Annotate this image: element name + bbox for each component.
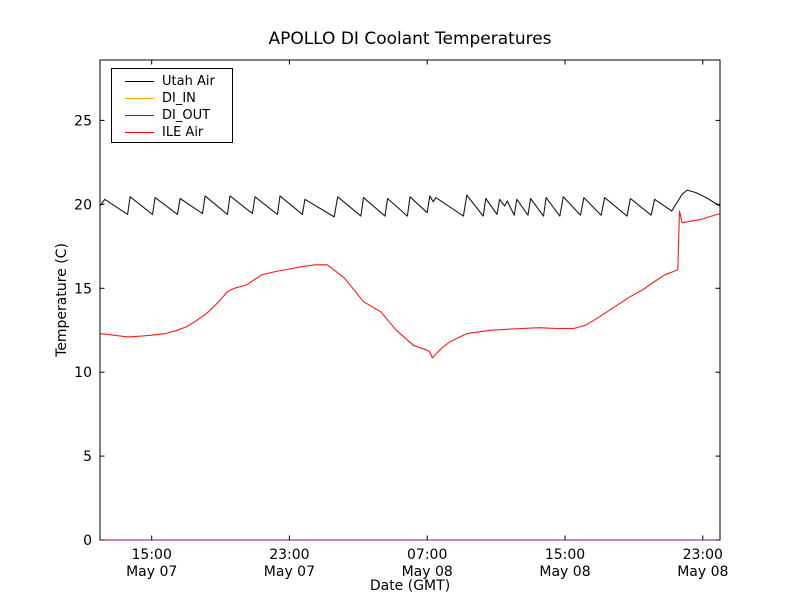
y-axis-label: Temperature (C)	[54, 243, 70, 357]
x-tick-label-date: May 08	[402, 564, 453, 580]
x-tick-label-time: 15:00	[132, 547, 172, 563]
x-tick-label-date: May 07	[126, 564, 177, 580]
line-ile-air	[99, 210, 721, 359]
x-tick-label-date: May 08	[677, 564, 728, 580]
legend-label: DI_OUT	[162, 108, 211, 123]
x-tick-label-time: 07:00	[407, 547, 447, 563]
y-tick-label: 5	[83, 449, 92, 465]
y-tick-label: 10	[74, 365, 92, 381]
x-tick-label-time: 23:00	[683, 547, 723, 563]
legend-label: Utah Air	[162, 74, 215, 89]
x-tick-label-time: 15:00	[545, 547, 585, 563]
y-tick-label: 25	[74, 113, 92, 129]
legend-line-sample	[125, 115, 154, 116]
y-tick-label: 15	[74, 281, 92, 297]
legend-label: DI_IN	[162, 91, 196, 106]
line-utah-air	[99, 189, 721, 218]
legend-item-ile-air: ILE Air	[112, 124, 232, 141]
legend-item-di-in: DI_IN	[112, 90, 232, 107]
x-axis-label: Date (GMT)	[369, 578, 451, 594]
chart-title: APOLLO DI Coolant Temperatures	[268, 29, 552, 49]
y-tick-label: 20	[74, 197, 92, 213]
legend: Utah Air DI_IN DI_OUT ILE Air	[111, 68, 233, 143]
legend-line-sample	[125, 132, 154, 133]
x-tick-label-date: May 08	[539, 564, 590, 580]
y-tick-label: 0	[83, 533, 92, 549]
legend-line-sample	[125, 98, 154, 99]
legend-label: ILE Air	[162, 125, 204, 140]
legend-item-di-out: DI_OUT	[112, 107, 232, 124]
x-tick-label-date: May 07	[264, 564, 315, 580]
legend-item-utah-air: Utah Air	[112, 73, 232, 90]
legend-line-sample	[125, 81, 154, 82]
x-tick-label-time: 23:00	[269, 547, 309, 563]
